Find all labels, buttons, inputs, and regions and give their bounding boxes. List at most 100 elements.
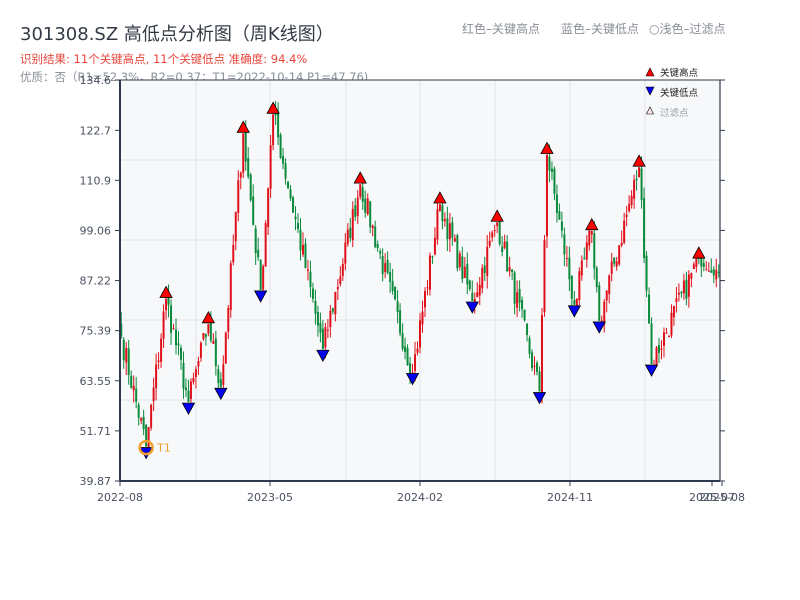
candle-body: [548, 156, 551, 171]
candle-body: [242, 133, 245, 173]
candle-body: [187, 390, 190, 403]
candle-body: [396, 300, 399, 313]
candle-body: [189, 381, 192, 399]
key-point-markers: T1: [138, 101, 706, 460]
candle-body: [453, 238, 456, 242]
candle-body: [428, 255, 431, 290]
axes: 134.6 122.7 110.9 99.06 87.22 75.39 63.55 51.71…: [80, 74, 745, 504]
candle-body: [197, 361, 200, 367]
candle-body: [565, 258, 568, 260]
candle-body: [361, 187, 364, 202]
candle-body: [451, 222, 454, 238]
candle-body: [386, 260, 389, 274]
candle-body: [130, 375, 133, 388]
candle-body: [244, 130, 247, 162]
candle-body: [575, 298, 578, 306]
candle-body: [287, 181, 290, 189]
candle-body: [513, 272, 516, 304]
candle-body: [282, 156, 285, 164]
candle-body: [570, 275, 573, 299]
candle-body: [160, 338, 163, 362]
candle-body: [354, 205, 357, 217]
candle-body: [528, 338, 531, 354]
candle-body: [590, 230, 593, 235]
candle-body: [633, 179, 636, 199]
candle-body: [314, 300, 317, 314]
candle-body: [433, 237, 436, 255]
y-tick-label: 99.06: [80, 224, 112, 237]
candle-body: [630, 195, 633, 206]
candle-body: [443, 219, 446, 222]
candle-body: [399, 310, 402, 334]
candle-body: [162, 311, 165, 339]
candle-body: [284, 163, 287, 179]
candle-body: [568, 257, 571, 280]
candle-body: [702, 263, 705, 267]
candle-body: [175, 329, 178, 346]
candle-body: [289, 189, 292, 199]
candle-body: [461, 256, 464, 280]
candle-body: [635, 178, 638, 181]
candle-body: [558, 211, 561, 220]
key-low-marker: [465, 301, 479, 314]
candle-body: [610, 261, 613, 275]
candle-body: [301, 244, 304, 255]
candles: [120, 101, 720, 449]
chart-title: 301308.SZ 高低点分析图（周K线图）: [20, 24, 334, 45]
candle-body: [448, 223, 451, 240]
key-low-marker: [567, 305, 582, 318]
key-high-marker: [159, 285, 173, 298]
candle-body: [232, 244, 235, 263]
candle-body: [132, 385, 135, 391]
candle-body: [605, 290, 608, 301]
candle-body: [483, 265, 486, 273]
candle-body: [707, 270, 710, 272]
candle-body: [608, 275, 611, 295]
candle-body: [371, 225, 374, 229]
candle-body: [553, 168, 556, 194]
t1-ring: [138, 439, 154, 456]
candle-body: [518, 288, 521, 303]
candle-body: [297, 223, 300, 229]
candle-body: [274, 113, 277, 116]
candle-body: [423, 291, 426, 308]
candle-body: [334, 291, 337, 315]
candle-body: [538, 371, 541, 392]
candle-body: [643, 198, 646, 258]
candle-body: [172, 328, 175, 330]
candle-body: [523, 309, 526, 321]
candle-body: [533, 365, 536, 367]
candle-body: [687, 274, 690, 297]
candle-body: [431, 256, 434, 258]
candle-body: [540, 315, 543, 393]
candle-body: [316, 312, 319, 326]
key-high-marker: [540, 141, 554, 154]
candle-body: [438, 204, 441, 211]
y-tick-label: 75.39: [80, 325, 112, 338]
y-tick-label: 87.22: [80, 275, 112, 288]
candle-body: [170, 305, 173, 333]
x-tick-label: 2023-05: [247, 491, 293, 504]
candle-body: [269, 145, 272, 189]
key-low-marker: [181, 402, 196, 415]
candle-body: [336, 286, 339, 290]
y-tick-label: 63.55: [80, 375, 112, 388]
candle-body: [471, 292, 474, 301]
candle-body: [150, 404, 153, 428]
t1-label: T1: [156, 442, 171, 455]
candle-body: [319, 322, 322, 333]
candle-body: [655, 347, 658, 366]
y-tick-label: 51.71: [80, 425, 112, 438]
candle-body: [665, 332, 668, 334]
candle-body: [710, 270, 713, 273]
candle-body: [122, 339, 125, 361]
candle-body: [147, 426, 150, 449]
candle-body: [555, 194, 558, 213]
candle-body: [369, 201, 372, 228]
candle-body: [511, 269, 514, 273]
candle-body: [498, 220, 501, 245]
candle-body: [625, 214, 628, 218]
candle-body: [583, 257, 586, 260]
candle-body: [496, 222, 499, 227]
